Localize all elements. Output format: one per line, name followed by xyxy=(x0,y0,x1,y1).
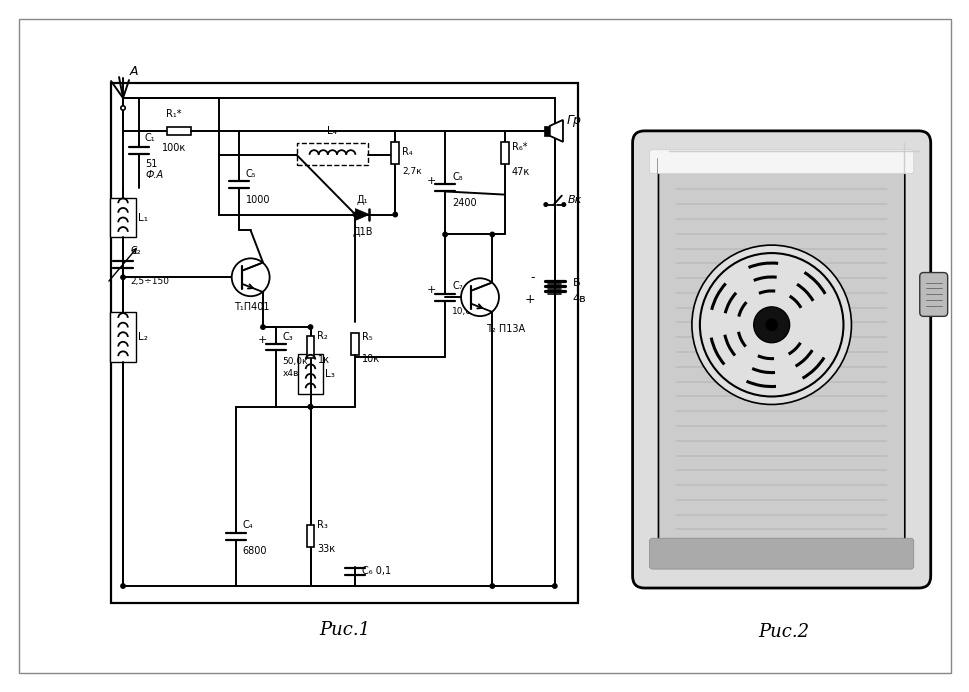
Text: C₆ 0,1: C₆ 0,1 xyxy=(362,566,391,576)
Circle shape xyxy=(261,325,265,329)
Circle shape xyxy=(765,319,777,331)
Text: 2400: 2400 xyxy=(452,198,476,208)
Text: Ф.А: Ф.А xyxy=(144,170,163,180)
Bar xyxy=(306,336,314,358)
Text: Т₁П401: Т₁П401 xyxy=(234,302,269,312)
Circle shape xyxy=(308,405,312,409)
Text: х4в: х4в xyxy=(282,369,298,378)
Text: C₄: C₄ xyxy=(242,520,253,530)
FancyBboxPatch shape xyxy=(649,538,913,569)
Circle shape xyxy=(308,405,312,409)
Text: 4в: 4в xyxy=(572,294,586,304)
Text: L₄: L₄ xyxy=(328,126,337,136)
Text: R₅: R₅ xyxy=(362,332,373,342)
Text: L₂: L₂ xyxy=(138,332,147,342)
Circle shape xyxy=(489,584,494,588)
Text: +: + xyxy=(523,293,534,306)
Text: R₁*: R₁* xyxy=(166,109,181,119)
Text: Рис.2: Рис.2 xyxy=(758,623,809,641)
Circle shape xyxy=(544,203,547,206)
Polygon shape xyxy=(549,120,562,142)
Text: Гр: Гр xyxy=(566,114,581,127)
FancyBboxPatch shape xyxy=(632,131,930,588)
Text: C₃: C₃ xyxy=(282,332,293,342)
Circle shape xyxy=(753,307,789,343)
Text: 1к: 1к xyxy=(317,355,329,365)
Text: А: А xyxy=(130,65,139,78)
Text: 10,0х6в: 10,0х6в xyxy=(452,307,488,316)
FancyBboxPatch shape xyxy=(919,273,947,316)
Bar xyxy=(111,83,578,603)
Text: 1000: 1000 xyxy=(245,194,270,205)
Text: R₃: R₃ xyxy=(317,520,328,530)
Bar xyxy=(391,142,399,164)
Text: Б: Б xyxy=(572,278,579,289)
Bar xyxy=(109,312,136,362)
Bar xyxy=(297,354,323,394)
Text: 51: 51 xyxy=(144,158,157,169)
Circle shape xyxy=(121,106,125,110)
Circle shape xyxy=(232,258,269,296)
Text: Рис.1: Рис.1 xyxy=(319,621,369,639)
FancyBboxPatch shape xyxy=(649,149,913,174)
Circle shape xyxy=(691,245,851,404)
Bar xyxy=(351,333,359,355)
Circle shape xyxy=(353,212,358,217)
Text: R₂: R₂ xyxy=(317,331,328,341)
Text: R₆*: R₆* xyxy=(512,142,527,152)
Circle shape xyxy=(561,203,565,206)
Text: Вк: Вк xyxy=(567,194,581,205)
Text: -: - xyxy=(530,271,534,284)
Bar xyxy=(306,525,314,547)
Bar xyxy=(297,143,368,165)
Text: +: + xyxy=(426,176,436,185)
Text: C₈: C₈ xyxy=(452,172,462,182)
Text: L₃: L₃ xyxy=(326,369,335,379)
Bar xyxy=(544,126,549,136)
Bar xyxy=(109,198,136,237)
Circle shape xyxy=(489,233,494,237)
Text: 10к: 10к xyxy=(362,354,380,364)
Text: 33к: 33к xyxy=(317,544,335,554)
Text: Д₁: Д₁ xyxy=(357,194,367,205)
Bar xyxy=(500,142,509,164)
FancyBboxPatch shape xyxy=(658,157,904,562)
Circle shape xyxy=(392,212,397,217)
Circle shape xyxy=(443,233,447,237)
Text: C₂: C₂ xyxy=(130,246,141,256)
Text: C₅: C₅ xyxy=(245,169,256,179)
Text: C₁: C₁ xyxy=(144,133,155,143)
Text: 47к: 47к xyxy=(512,167,530,176)
Text: R₄: R₄ xyxy=(402,147,413,157)
Text: Т₂ П13А: Т₂ П13А xyxy=(485,324,524,334)
Circle shape xyxy=(121,275,125,280)
Text: 2,5÷150: 2,5÷150 xyxy=(130,277,169,286)
Text: 6800: 6800 xyxy=(242,546,266,556)
Polygon shape xyxy=(355,208,369,221)
Bar xyxy=(167,127,191,135)
Text: 100к: 100к xyxy=(162,143,186,153)
Text: L₁: L₁ xyxy=(138,212,148,223)
Circle shape xyxy=(308,325,312,329)
Circle shape xyxy=(552,584,556,588)
Text: 50,0к: 50,0к xyxy=(282,357,308,366)
Circle shape xyxy=(121,584,125,588)
Text: 2,7к: 2,7к xyxy=(402,167,422,176)
Text: +: + xyxy=(258,335,267,345)
Text: Д1В: Д1В xyxy=(352,226,372,237)
Circle shape xyxy=(460,278,498,316)
Text: +: + xyxy=(426,285,436,295)
Text: C₇: C₇ xyxy=(452,281,462,291)
